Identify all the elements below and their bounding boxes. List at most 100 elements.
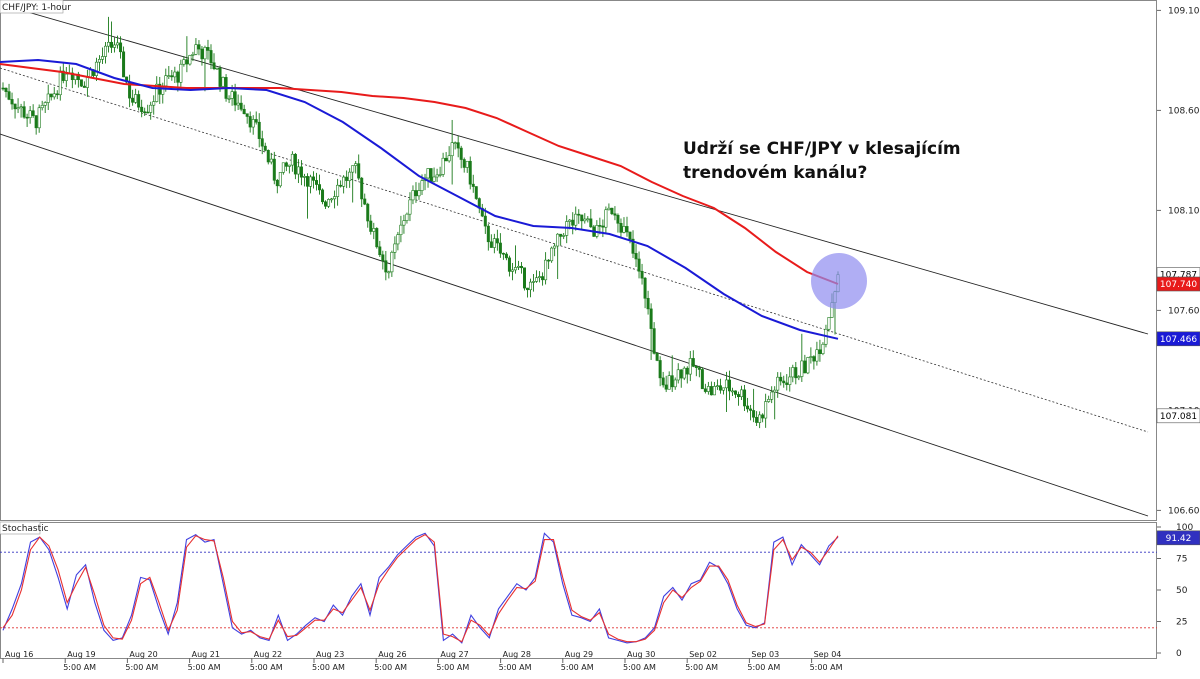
candle-body	[553, 245, 557, 249]
candle-body	[712, 386, 716, 396]
time-hour-label: 5:00 AM	[810, 663, 843, 672]
candle-body	[315, 180, 319, 185]
candle-body	[646, 297, 650, 310]
price-tag-label: 107.740	[1160, 280, 1197, 290]
price-tag	[1156, 276, 1200, 292]
candle-body	[547, 259, 551, 262]
candle-body	[119, 42, 123, 53]
candle-body	[266, 150, 270, 163]
candle-body	[396, 234, 400, 245]
candle-body	[79, 79, 83, 87]
candle-body	[773, 389, 777, 393]
time-day-label: Aug 26	[378, 650, 406, 659]
price-tick-label: 108.608	[1168, 106, 1200, 116]
candle-body	[507, 257, 511, 272]
candle-body	[206, 47, 210, 51]
candle-body	[176, 71, 180, 83]
candle-body	[746, 405, 750, 410]
candle-body	[110, 41, 114, 48]
candle-body	[429, 168, 433, 182]
candle-body	[700, 369, 704, 390]
candle-body	[375, 228, 379, 248]
candle-body	[221, 77, 225, 87]
candle-body	[405, 213, 409, 221]
time-day-label: Aug 20	[129, 650, 157, 659]
candle-body	[676, 369, 680, 381]
candle-body	[465, 160, 469, 168]
candle-body	[254, 119, 258, 123]
candle-body	[685, 367, 689, 375]
candle-body	[191, 53, 195, 56]
candle-body	[25, 116, 29, 119]
candle-body	[390, 251, 394, 273]
candle-body	[203, 47, 207, 60]
candle-body	[483, 215, 487, 227]
candles-layer	[1, 16, 840, 429]
price-tag	[1156, 331, 1200, 347]
candle-body	[782, 380, 786, 384]
candle-body	[402, 220, 406, 226]
candle-body	[299, 166, 303, 178]
candle-body	[103, 45, 107, 57]
time-day-label: Sep 02	[689, 650, 717, 659]
candle-body	[827, 317, 831, 330]
candle-body	[538, 276, 542, 279]
candle-body	[667, 375, 671, 390]
candle-body	[637, 258, 641, 272]
candle-body	[791, 367, 795, 378]
stoch-value-label: 91.42	[1166, 534, 1192, 544]
candle-body	[134, 94, 138, 103]
candle-body	[305, 176, 309, 187]
stoch-value-tag	[1156, 530, 1200, 546]
candle-body	[489, 241, 493, 248]
candle-body	[173, 71, 177, 78]
stoch-tick-label: 100	[1176, 523, 1193, 533]
candle-body	[387, 271, 391, 274]
candle-body	[7, 91, 11, 100]
candle-body	[815, 349, 819, 362]
candle-body	[85, 76, 89, 88]
candle-body	[670, 375, 674, 388]
candle-body	[806, 357, 810, 374]
candle-body	[149, 104, 153, 113]
time-day-label: Aug 29	[565, 650, 593, 659]
candle-body	[293, 153, 297, 175]
candle-body	[43, 102, 47, 106]
candle-body	[652, 328, 656, 354]
candle-body	[510, 269, 514, 272]
candle-body	[369, 220, 373, 232]
candle-body	[628, 231, 632, 240]
candle-body	[324, 201, 328, 207]
candle-body	[761, 414, 765, 419]
stoch-tick-label: 25	[1176, 618, 1187, 628]
candle-body	[372, 228, 376, 232]
candle-body	[366, 203, 370, 222]
candle-body	[354, 163, 358, 166]
candle-body	[435, 174, 439, 178]
candle-body	[459, 147, 463, 160]
candle-body	[116, 42, 120, 46]
candle-body	[715, 385, 719, 387]
candle-body	[49, 93, 53, 98]
candle-body	[752, 410, 756, 418]
candle-body	[550, 247, 554, 262]
candle-body	[318, 184, 322, 191]
candle-body	[758, 414, 762, 423]
candle-body	[272, 158, 276, 181]
candle-body	[339, 184, 343, 187]
time-day-label: Aug 28	[503, 650, 531, 659]
price-tag-label: 107.787	[1160, 271, 1197, 281]
candle-body	[643, 277, 647, 299]
candle-body	[812, 356, 816, 362]
moving-averages	[0, 58, 839, 340]
candle-body	[58, 70, 62, 96]
time-day-label: Aug 19	[67, 650, 95, 659]
candle-body	[131, 97, 135, 103]
candle-body	[688, 358, 692, 375]
candle-body	[137, 94, 141, 108]
candle-body	[556, 233, 560, 247]
candle-body	[619, 222, 623, 233]
candle-body	[535, 277, 539, 282]
